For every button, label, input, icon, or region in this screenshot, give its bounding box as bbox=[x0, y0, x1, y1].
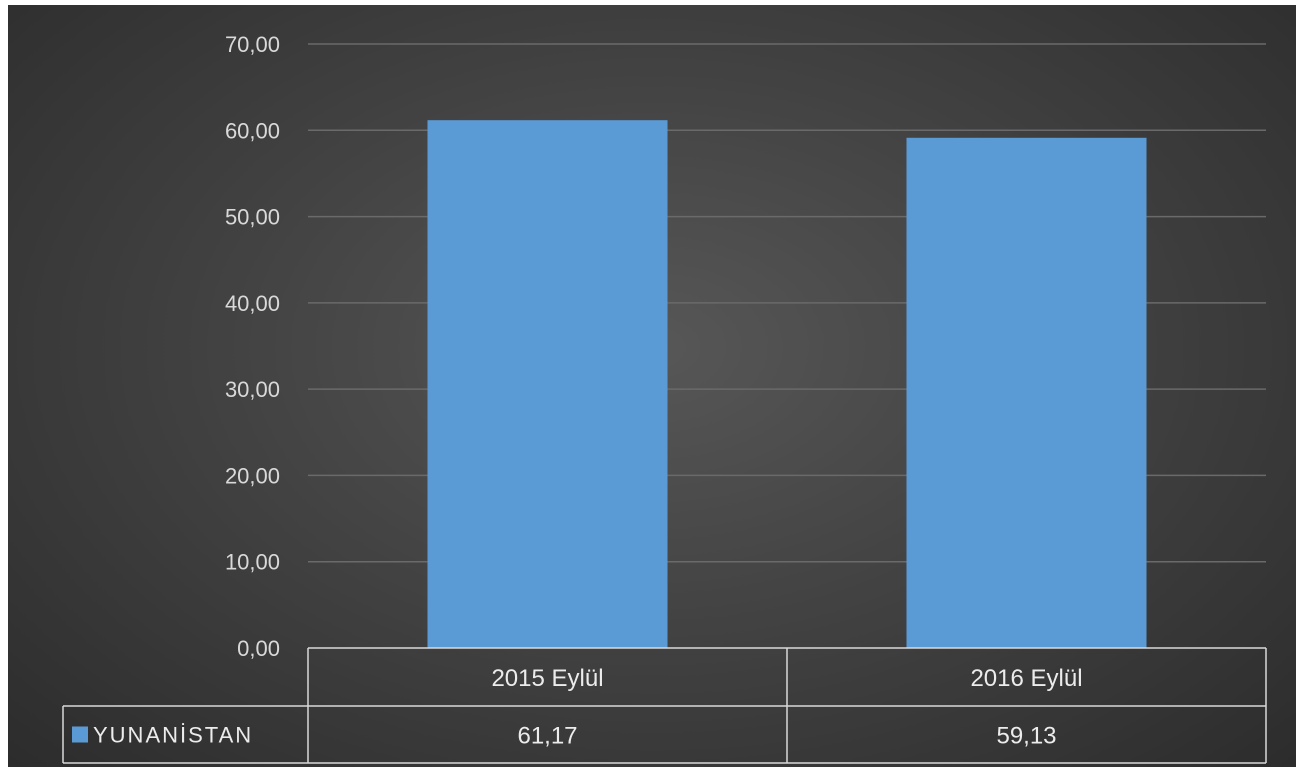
y-tick-label: 0,00 bbox=[237, 636, 280, 661]
data-table: 2015 Eylül 2016 Eylül YUNANİSTAN 61,17 59,13 bbox=[62, 647, 1267, 764]
y-tick-label: 60,00 bbox=[225, 118, 280, 143]
y-tick-label: 20,00 bbox=[225, 463, 280, 488]
bar-chart: 0,0010,0020,0030,0040,0050,0060,0070,00 … bbox=[62, 32, 1267, 764]
category-label: 2015 Eylül bbox=[491, 665, 603, 692]
data-label: 59,13 bbox=[996, 723, 1056, 750]
bar-1 bbox=[427, 120, 668, 648]
y-axis-ticks: 0,00 10,00 20,00 30,00 40,00 50,00 60,00 70,00 bbox=[225, 32, 280, 661]
legend-label: YUNANİSTAN bbox=[93, 723, 253, 748]
chart-area: 0,00 10,00 20,00 30,00 40,00 50,00 60,00 70,00 … bbox=[8, 5, 1296, 767]
y-tick-label: 30,00 bbox=[225, 377, 280, 402]
bars bbox=[427, 120, 1147, 648]
category-label: 2016 Eylül bbox=[970, 665, 1082, 692]
y-tick-label: 70,00 bbox=[225, 32, 280, 57]
y-tick-label: 50,00 bbox=[225, 205, 280, 230]
y-tick-label: 40,00 bbox=[225, 291, 280, 316]
legend-swatch bbox=[72, 726, 88, 743]
data-label: 61,17 bbox=[517, 723, 577, 750]
bar-2 bbox=[906, 137, 1147, 648]
y-tick-label: 10,00 bbox=[225, 550, 280, 575]
